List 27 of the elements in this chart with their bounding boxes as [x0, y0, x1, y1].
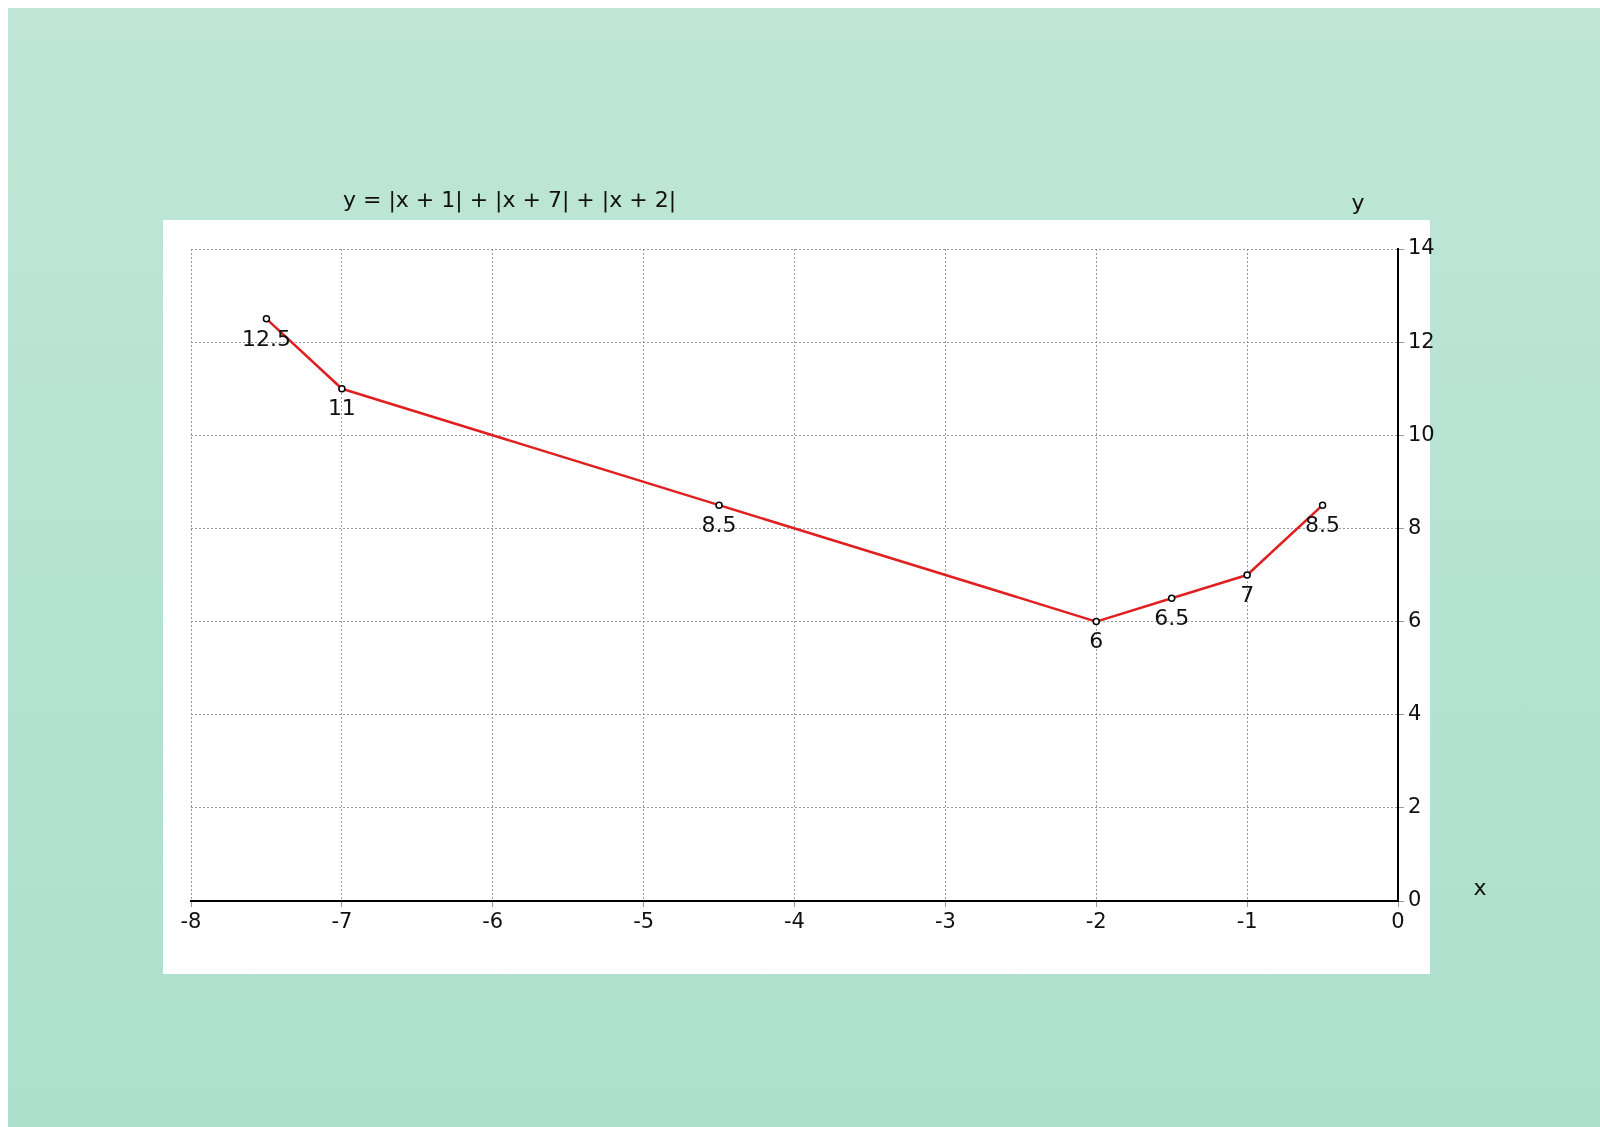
x-tick-label: -2 — [1085, 909, 1107, 934]
y-tick-label: 10 — [1408, 421, 1435, 446]
y-tick-label: 8 — [1408, 514, 1422, 539]
data-label: 12.5 — [241, 325, 291, 351]
data-label: 7 — [1240, 581, 1255, 607]
data-label: 8.5 — [701, 511, 737, 537]
chart-title: y = |x + 1| + |x + 7| + |x + 2| — [343, 186, 677, 213]
y-axis-title: y — [1351, 189, 1365, 215]
x-tick-label: -8 — [180, 909, 202, 934]
x-tick-label: -6 — [482, 909, 504, 934]
y-tick-label: 12 — [1408, 328, 1435, 353]
y-tick-label: 6 — [1408, 608, 1422, 633]
data-label: 6.5 — [1154, 605, 1190, 630]
data-label: 11 — [327, 395, 356, 421]
x-tick-label: -1 — [1236, 909, 1258, 934]
y-tick-label: 2 — [1408, 794, 1422, 819]
data-label: 8.5 — [1305, 511, 1341, 537]
x-axis-title: x — [1473, 874, 1487, 900]
x-tick-label: 0 — [1391, 909, 1405, 934]
x-tick-label: -4 — [784, 909, 805, 934]
y-tick-label: 4 — [1408, 701, 1422, 726]
data-label: 6 — [1089, 628, 1104, 654]
x-tick-label: -7 — [331, 909, 353, 934]
x-tick-label: -5 — [633, 909, 655, 934]
y-tick-label: 0 — [1408, 887, 1422, 912]
y-tick-label: 14 — [1408, 235, 1435, 260]
x-tick-label: -3 — [934, 909, 956, 934]
